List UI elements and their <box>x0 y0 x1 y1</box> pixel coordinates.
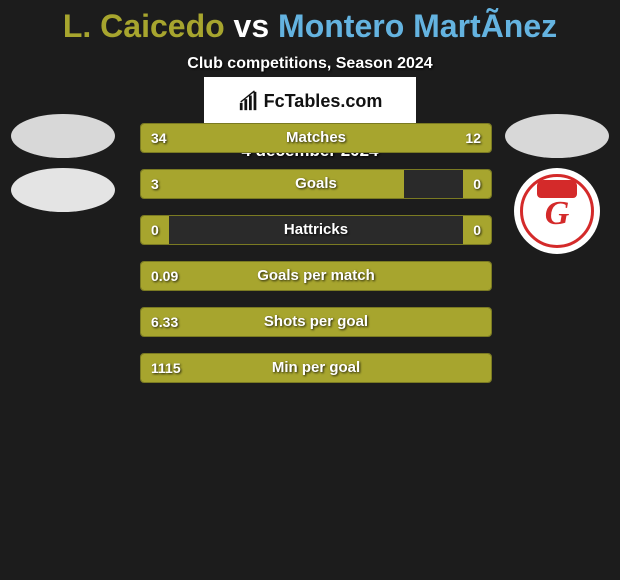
stat-bar-left-fill <box>141 262 491 290</box>
branding-text: FcTables.com <box>264 91 383 112</box>
stat-row: 0.09Goals per match <box>140 261 492 291</box>
stat-value-right: 12 <box>465 124 481 152</box>
stat-value-right: 0 <box>473 170 481 198</box>
stat-value-right: 0 <box>473 216 481 244</box>
branding-badge: FcTables.com <box>204 77 416 125</box>
stat-value-left: 0.09 <box>151 262 178 290</box>
subtitle: Club competitions, Season 2024 <box>0 55 620 73</box>
stats-bars: 3412Matches30Goals00Hattricks0.09Goals p… <box>140 123 492 399</box>
stat-row: 0 0Hattricks <box>140 215 492 245</box>
club-badge-crest-icon <box>537 180 577 198</box>
club-badge-inner: G <box>520 174 594 248</box>
stat-row: 1115Min per goal <box>140 353 492 383</box>
stat-row: 30Goals <box>140 169 492 199</box>
player1-silhouette <box>11 114 115 158</box>
stat-label: Hattricks <box>141 216 491 244</box>
player2-silhouette <box>505 114 609 158</box>
stat-value-left: 3 <box>151 170 159 198</box>
stat-value-left: 6.33 <box>151 308 178 336</box>
stat-bar-left-fill <box>141 170 404 198</box>
player1-club-placeholder <box>11 168 115 212</box>
stat-row: 3412Matches <box>140 123 492 153</box>
player2-club-badge: G <box>514 168 600 254</box>
club-badge-letter: G <box>545 195 570 233</box>
stat-value-left: 0 <box>151 216 159 244</box>
player1-name: L. Caicedo <box>63 8 225 44</box>
player2-name: Montero MartÃ­nez <box>278 8 557 44</box>
player1-avatar-column <box>8 114 118 222</box>
stat-value-left: 34 <box>151 124 167 152</box>
stat-bar-left-fill <box>141 124 386 152</box>
page-title: L. Caicedo vs Montero MartÃ­nez <box>0 0 620 45</box>
player2-avatar-column: G <box>502 114 612 254</box>
stat-bar-left-fill <box>141 354 491 382</box>
stat-row: 6.33Shots per goal <box>140 307 492 337</box>
fctables-logo-icon <box>238 90 260 112</box>
stat-value-left: 1115 <box>151 354 181 382</box>
vs-text: vs <box>234 8 270 44</box>
stat-bar-left-fill <box>141 308 491 336</box>
